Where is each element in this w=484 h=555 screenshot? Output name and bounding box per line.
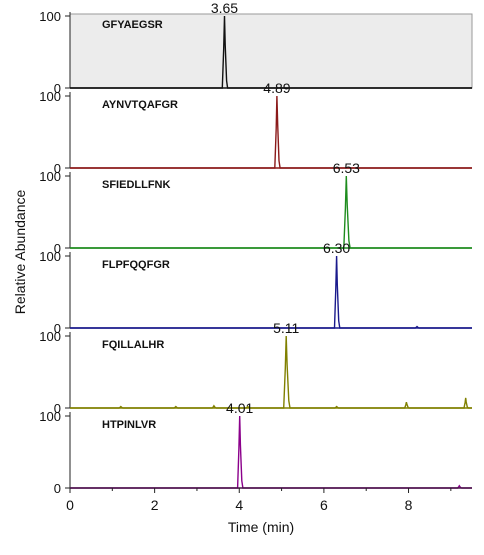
y-tick-label: 0: [54, 241, 61, 256]
apex-label: 4.01: [226, 400, 253, 416]
peptide-label: FLPFQQFGR: [102, 259, 170, 271]
peptide-label: FQILLALHR: [102, 339, 164, 351]
apex-label: 5.11: [273, 320, 299, 336]
panel-highlight-bg: [69, 13, 473, 89]
peptide-label: HTPINLVR: [102, 419, 156, 431]
trace-line: [70, 335, 472, 409]
trace-line: [70, 255, 472, 329]
apex-label: 6.53: [333, 160, 360, 176]
y-tick-label: 0: [54, 161, 61, 176]
trace-line: [70, 15, 472, 89]
y-tick-label: 100: [39, 329, 61, 344]
y-tick-label: 100: [39, 169, 61, 184]
apex-label: 4.89: [263, 80, 290, 96]
x-tick-label: 4: [235, 497, 243, 513]
x-tick-label: 8: [405, 497, 413, 513]
y-tick-label: 0: [54, 401, 61, 416]
apex-label: 6.30: [323, 240, 350, 256]
x-tick-label: 0: [66, 497, 74, 513]
y-tick-label: 0: [54, 81, 61, 96]
y-axis-title: Relative Abundance: [12, 190, 28, 315]
y-tick-label: 0: [54, 481, 61, 496]
peptide-label: SFIEDLLFNK: [102, 179, 170, 191]
y-tick-label: 100: [39, 89, 61, 104]
x-tick-label: 6: [320, 497, 328, 513]
trace-line: [70, 95, 472, 169]
x-tick-label: 2: [151, 497, 159, 513]
trace-line: [70, 175, 472, 249]
peptide-label: AYNVTQAFGR: [102, 99, 178, 111]
y-tick-label: 0: [54, 321, 61, 336]
y-tick-label: 100: [39, 409, 61, 424]
peptide-label: GFYAEGSR: [102, 19, 163, 31]
apex-label: 3.65: [211, 0, 238, 16]
y-tick-label: 100: [39, 9, 61, 24]
y-tick-label: 100: [39, 249, 61, 264]
x-axis-title: Time (min): [228, 519, 294, 535]
